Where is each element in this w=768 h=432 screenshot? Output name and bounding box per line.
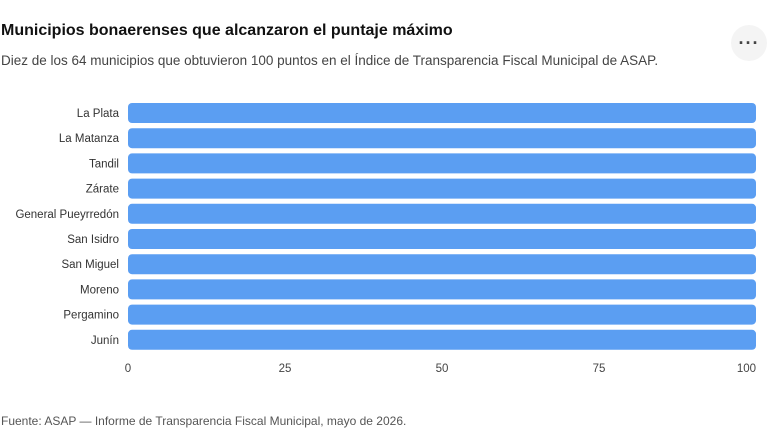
bar-la-plata[interactable] — [128, 103, 756, 123]
bar-general-pueyrredon[interactable] — [128, 203, 756, 224]
source-note: Fuente: ASAP — Informe de Transparencia … — [1, 414, 407, 428]
category-label-zarate: Zárate — [86, 184, 119, 196]
bar-san-isidro[interactable] — [128, 229, 756, 249]
chart-title: Municipios bonaerenses que alcanzaron el… — [1, 22, 453, 39]
bar-la-matanza[interactable] — [128, 128, 756, 149]
category-label-san-isidro: San Isidro — [67, 234, 119, 246]
category-label-la-matanza: La Matanza — [59, 133, 120, 145]
category-label-pergamino: Pergamino — [63, 310, 119, 322]
more-options-button[interactable]: ··· — [731, 25, 767, 61]
bar-san-miguel[interactable] — [128, 254, 756, 275]
category-label-moreno: Moreno — [80, 284, 119, 296]
x-tick-label-0: 0 — [125, 363, 131, 375]
bar-junin[interactable] — [128, 329, 756, 350]
category-label-san-miguel: San Miguel — [61, 259, 119, 271]
chart-subtitle: Diez de los 64 municipios que obtuvieron… — [1, 53, 659, 68]
more-horizontal-icon: ··· — [738, 33, 760, 53]
bar-pergamino[interactable] — [128, 304, 756, 325]
category-label-la-plata: La Plata — [77, 108, 120, 120]
category-label-tandil: Tandil — [89, 158, 119, 170]
x-tick-label-75: 75 — [593, 363, 606, 375]
bar-chart: La Plata La Matanza Tandil Zárate General Pu… — [15, 103, 756, 375]
bar-tandil[interactable] — [128, 153, 756, 174]
x-tick-label-25: 25 — [279, 363, 292, 375]
category-label-general-pueyrredon: General Pueyrredón — [15, 209, 119, 221]
bar-zarate[interactable] — [128, 178, 756, 199]
category-label-junin: Junín — [91, 335, 119, 347]
bar-moreno[interactable] — [128, 279, 756, 300]
x-tick-label-50: 50 — [436, 363, 449, 375]
x-tick-label-100: 100 — [737, 363, 756, 375]
